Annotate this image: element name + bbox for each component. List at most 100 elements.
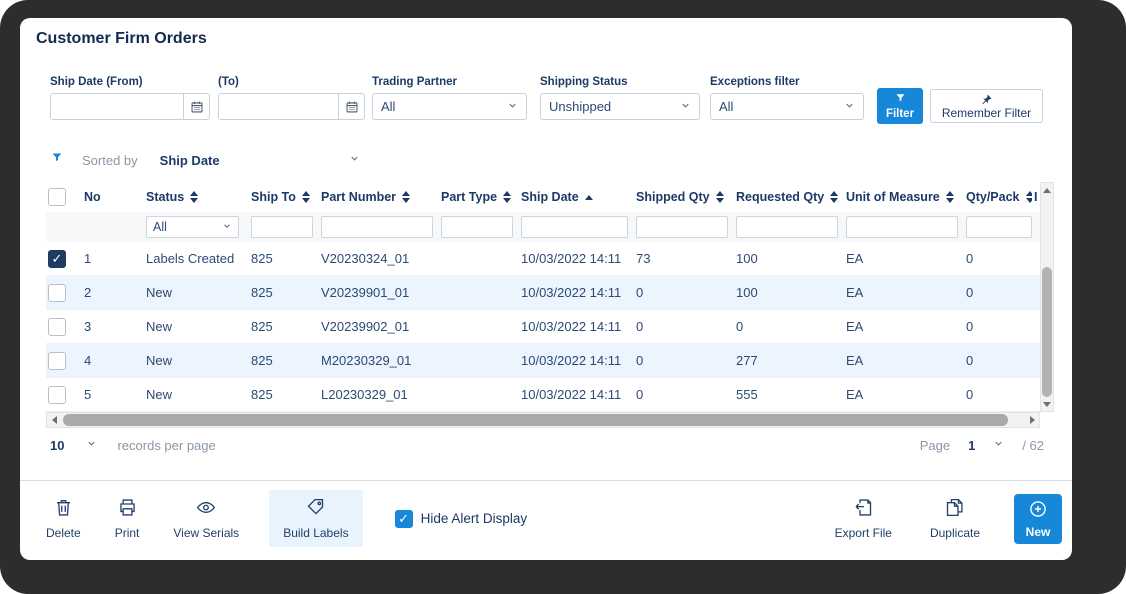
- sort-icon[interactable]: [301, 191, 310, 203]
- table-row[interactable]: 5 New 825 L20230329_01 10/03/2022 14:11 0 555 E…: [46, 378, 1040, 412]
- vertical-scrollbar[interactable]: [1040, 182, 1054, 412]
- scroll-up-arrow-icon[interactable]: [1041, 183, 1053, 197]
- cell-unit-of-measure: EA: [846, 353, 864, 368]
- column-header-requested-qty[interactable]: Requested Qty: [728, 190, 838, 204]
- eye-icon: [195, 497, 217, 521]
- shipping-status-value: Unshipped: [549, 99, 612, 114]
- row-checkbox[interactable]: [48, 283, 66, 302]
- exceptions-filter-select[interactable]: All: [710, 93, 864, 120]
- ship-date-to-input[interactable]: [219, 94, 338, 119]
- sort-icon[interactable]: [830, 191, 838, 203]
- duplicate-button[interactable]: Duplicate: [926, 490, 984, 547]
- calendar-icon[interactable]: [338, 94, 364, 119]
- filter-input-shipped-qty[interactable]: [636, 216, 728, 238]
- cell-shipped-qty: 73: [636, 251, 651, 266]
- scroll-left-arrow-icon[interactable]: [47, 413, 61, 427]
- filter-input-part-type[interactable]: [441, 216, 513, 238]
- cell-unit-of-measure: EA: [846, 285, 864, 300]
- column-header-shipped-qty[interactable]: Shipped Qty: [628, 190, 728, 204]
- horizontal-scrollbar[interactable]: [46, 412, 1040, 428]
- column-header-label: I: [1034, 190, 1038, 204]
- column-header-ship-date[interactable]: Ship Date: [513, 190, 628, 204]
- sort-up-triangle: [830, 191, 838, 196]
- filter-input-part-number[interactable]: [321, 216, 433, 238]
- vertical-scrollbar-thumb[interactable]: [1042, 267, 1052, 397]
- page-size-select[interactable]: 10 records per page: [50, 436, 216, 454]
- sort-icon[interactable]: [190, 191, 199, 203]
- trading-partner-select[interactable]: All: [372, 93, 527, 120]
- table-row[interactable]: 4 New 825 M20230329_01 10/03/2022 14:11 0 277 E…: [46, 344, 1040, 378]
- filter-input-ship-to[interactable]: [251, 216, 313, 238]
- status-filter-select[interactable]: All: [146, 216, 240, 238]
- cell-shipped-qty: 0: [636, 353, 644, 368]
- select-all-checkbox[interactable]: [48, 188, 66, 206]
- new-button[interactable]: New: [1014, 493, 1062, 544]
- records-per-page-label: records per page: [117, 437, 216, 453]
- sort-funnel-icon[interactable]: [50, 151, 64, 169]
- column-header-part-type[interactable]: Part Type: [433, 190, 513, 204]
- cell-qty-pack: 0: [966, 319, 974, 334]
- sort-icon[interactable]: [503, 191, 512, 203]
- hide-alert-checkbox[interactable]: [394, 509, 413, 528]
- table-row[interactable]: 2 New 825 V20239901_01 10/03/2022 14:11 0 100 E…: [46, 276, 1040, 310]
- column-header-label: Qty/Pack: [966, 190, 1020, 204]
- build-labels-label: Build Labels: [283, 526, 349, 540]
- toolbar-right-group: Export File Duplicate New: [831, 490, 1062, 547]
- column-header-unit-of-measure[interactable]: Unit of Measure: [838, 190, 958, 204]
- table-body: 1 Labels Created 825 V20230324_01 10/03/2022…: [46, 242, 1040, 412]
- row-checkbox[interactable]: [48, 351, 66, 370]
- export-file-icon: [853, 497, 874, 521]
- orders-table: No Status Ship To Part Number Part Type Ship …: [46, 182, 1040, 412]
- cell-no: 1: [84, 251, 92, 266]
- cell-shipped-qty: 0: [636, 319, 644, 334]
- filter-input-qty-pack[interactable]: [966, 216, 1032, 238]
- column-header-no[interactable]: No: [76, 190, 138, 204]
- page-select-chevron-icon[interactable]: [993, 436, 1004, 454]
- row-checkbox[interactable]: [48, 249, 66, 268]
- filter-cell-unit-of-measure: [838, 212, 958, 242]
- row-checkbox[interactable]: [48, 317, 66, 336]
- sort-icon[interactable]: [1025, 191, 1032, 203]
- cell-ship-date: 10/03/2022 14:11: [521, 353, 622, 368]
- sort-icon[interactable]: [715, 191, 724, 203]
- horizontal-scrollbar-thumb[interactable]: [63, 414, 1008, 426]
- cell-qty-pack: 0: [966, 285, 974, 300]
- column-header-status[interactable]: Status: [138, 190, 243, 204]
- build-labels-button[interactable]: Build Labels: [269, 490, 363, 547]
- chevron-down-icon: [349, 151, 360, 169]
- sort-icon[interactable]: [945, 191, 954, 203]
- view-serials-button[interactable]: View Serials: [169, 490, 243, 547]
- column-header-part-number[interactable]: Part Number: [313, 190, 433, 204]
- scroll-down-arrow-icon[interactable]: [1041, 397, 1053, 411]
- table-row[interactable]: 3 New 825 V20239902_01 10/03/2022 14:11 0 0 EA 0: [46, 310, 1040, 344]
- ship-date-from-input[interactable]: [51, 94, 183, 119]
- sorted-by-select[interactable]: Ship Date: [160, 151, 360, 169]
- export-file-button[interactable]: Export File: [831, 490, 896, 547]
- delete-button[interactable]: Delete: [42, 490, 85, 547]
- cell-requested-qty: 0: [736, 319, 744, 334]
- chevron-down-icon: [86, 436, 97, 454]
- filter-button[interactable]: Filter: [877, 88, 923, 124]
- shipping-status-select[interactable]: Unshipped: [540, 93, 700, 120]
- chevron-down-icon: [680, 99, 691, 114]
- hide-alert-display-toggle[interactable]: Hide Alert Display: [394, 509, 527, 528]
- trash-icon: [53, 497, 74, 521]
- column-header-qty-pack[interactable]: Qty/Pack: [958, 190, 1032, 204]
- cell-ship-to: 825: [251, 319, 273, 334]
- scroll-right-arrow-icon[interactable]: [1025, 413, 1039, 427]
- cell-status: New: [146, 387, 173, 402]
- cell-part-number: V20230324_01: [321, 251, 410, 266]
- filter-input-ship-date[interactable]: [521, 216, 628, 238]
- column-header-ship-to[interactable]: Ship To: [243, 190, 313, 204]
- print-button[interactable]: Print: [111, 490, 144, 547]
- calendar-icon[interactable]: [183, 94, 209, 119]
- table-row[interactable]: 1 Labels Created 825 V20230324_01 10/03/2022…: [46, 242, 1040, 276]
- sort-icon[interactable]: [402, 191, 411, 203]
- sort-asc-icon[interactable]: [584, 194, 593, 200]
- remember-filter-button[interactable]: Remember Filter: [930, 89, 1043, 123]
- column-header-i[interactable]: I: [1032, 190, 1040, 204]
- row-checkbox[interactable]: [48, 385, 66, 404]
- filter-input-unit-of-measure[interactable]: [846, 216, 958, 238]
- filter-input-requested-qty[interactable]: [736, 216, 838, 238]
